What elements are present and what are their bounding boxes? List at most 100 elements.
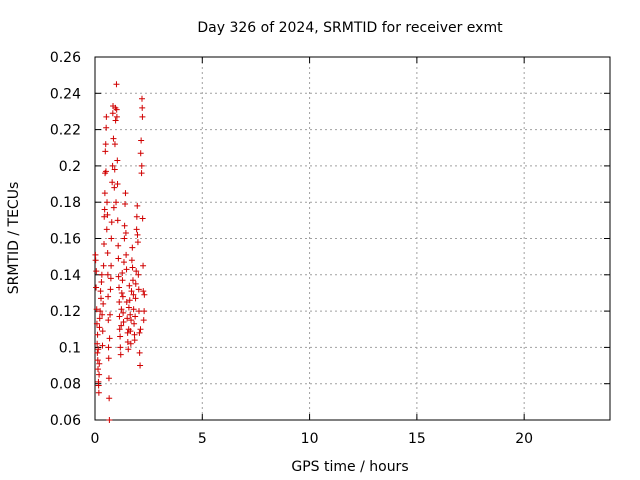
data-point (134, 231, 141, 238)
data-point (98, 271, 105, 278)
data-point (107, 311, 114, 318)
data-point (104, 211, 111, 218)
data-point (106, 335, 113, 342)
data-point (94, 357, 101, 364)
data-point (127, 328, 134, 335)
data-point (119, 293, 126, 300)
data-point (137, 362, 144, 369)
data-point (137, 326, 144, 333)
data-point (115, 242, 122, 249)
data-point (138, 170, 145, 177)
data-point (131, 320, 138, 327)
data-point (116, 326, 123, 333)
data-point (93, 306, 100, 313)
data-point (108, 219, 115, 226)
data-point (97, 288, 104, 295)
data-point (120, 259, 127, 266)
data-point (141, 308, 148, 315)
x-tick-label: 0 (91, 431, 100, 447)
data-point (140, 262, 147, 269)
data-point (137, 150, 144, 157)
y-tick-label: 0.14 (50, 268, 81, 284)
data-point (94, 331, 101, 338)
data-point (110, 204, 117, 211)
data-point (99, 311, 106, 318)
data-point (94, 340, 101, 347)
data-point (113, 106, 120, 113)
data-point (129, 277, 136, 284)
data-point (138, 162, 145, 169)
data-point (135, 271, 142, 278)
y-tick-label: 0.08 (50, 377, 81, 393)
data-point (96, 371, 103, 378)
data-point (99, 342, 106, 349)
x-tick-label: 15 (408, 431, 426, 447)
tick-labels: 0 5 10 15 20 0.06 0.08 0.1 0.12 0.14 0.16 0.18 0.2 0.… (50, 50, 533, 447)
data-point (116, 284, 123, 291)
data-point (123, 266, 130, 273)
y-tick-label: 0.1 (59, 340, 81, 356)
data-point (100, 300, 107, 307)
data-point (135, 286, 142, 293)
data-point (132, 295, 139, 302)
data-point (125, 304, 132, 311)
data-point (131, 337, 138, 344)
data-point (103, 113, 110, 120)
data-point (121, 222, 128, 229)
y-tick-label: 0.18 (50, 195, 81, 211)
data-point (109, 179, 116, 186)
chart-title: Day 326 of 2024, SRMTID for receiver exm… (197, 20, 503, 36)
data-point (104, 250, 111, 257)
data-point (134, 239, 141, 246)
data-point (95, 346, 102, 353)
data-point (93, 284, 100, 291)
data-point (117, 333, 124, 340)
data-point (114, 181, 121, 188)
data-point (136, 349, 143, 356)
data-point (133, 226, 140, 233)
data-points (92, 81, 148, 423)
y-tick-label: 0.16 (50, 232, 81, 248)
data-point (128, 257, 135, 264)
y-tick-label: 0.24 (50, 86, 81, 102)
data-point (127, 340, 134, 347)
data-point (123, 251, 130, 258)
data-point (118, 322, 125, 329)
data-point (92, 257, 99, 264)
x-axis-label: GPS time / hours (291, 459, 408, 475)
data-point (105, 375, 112, 382)
data-point (95, 366, 102, 373)
data-point (97, 308, 104, 315)
grid-lines (95, 57, 610, 420)
data-point (102, 148, 109, 155)
data-point (129, 264, 136, 271)
data-point (141, 291, 148, 298)
data-point (105, 317, 112, 324)
data-point (114, 217, 121, 224)
y-tick-label: 0.2 (59, 159, 81, 175)
data-point (138, 95, 145, 102)
data-point (93, 268, 100, 275)
data-point (95, 389, 102, 396)
data-point (135, 308, 142, 315)
data-point (111, 166, 118, 173)
data-point (110, 135, 117, 142)
x-tick-label: 20 (515, 431, 533, 447)
data-point (120, 309, 127, 316)
data-point (106, 417, 113, 423)
data-point (107, 286, 114, 293)
data-point (107, 275, 114, 282)
data-point (133, 213, 140, 220)
data-point (132, 313, 139, 320)
data-point (128, 288, 135, 295)
data-point (133, 268, 140, 275)
data-point (116, 313, 123, 320)
data-point (92, 251, 99, 258)
data-point (139, 113, 146, 120)
data-point (122, 230, 129, 237)
x-tick-label: 10 (301, 431, 319, 447)
data-point (105, 344, 112, 351)
data-point (113, 113, 120, 120)
data-point (126, 297, 133, 304)
